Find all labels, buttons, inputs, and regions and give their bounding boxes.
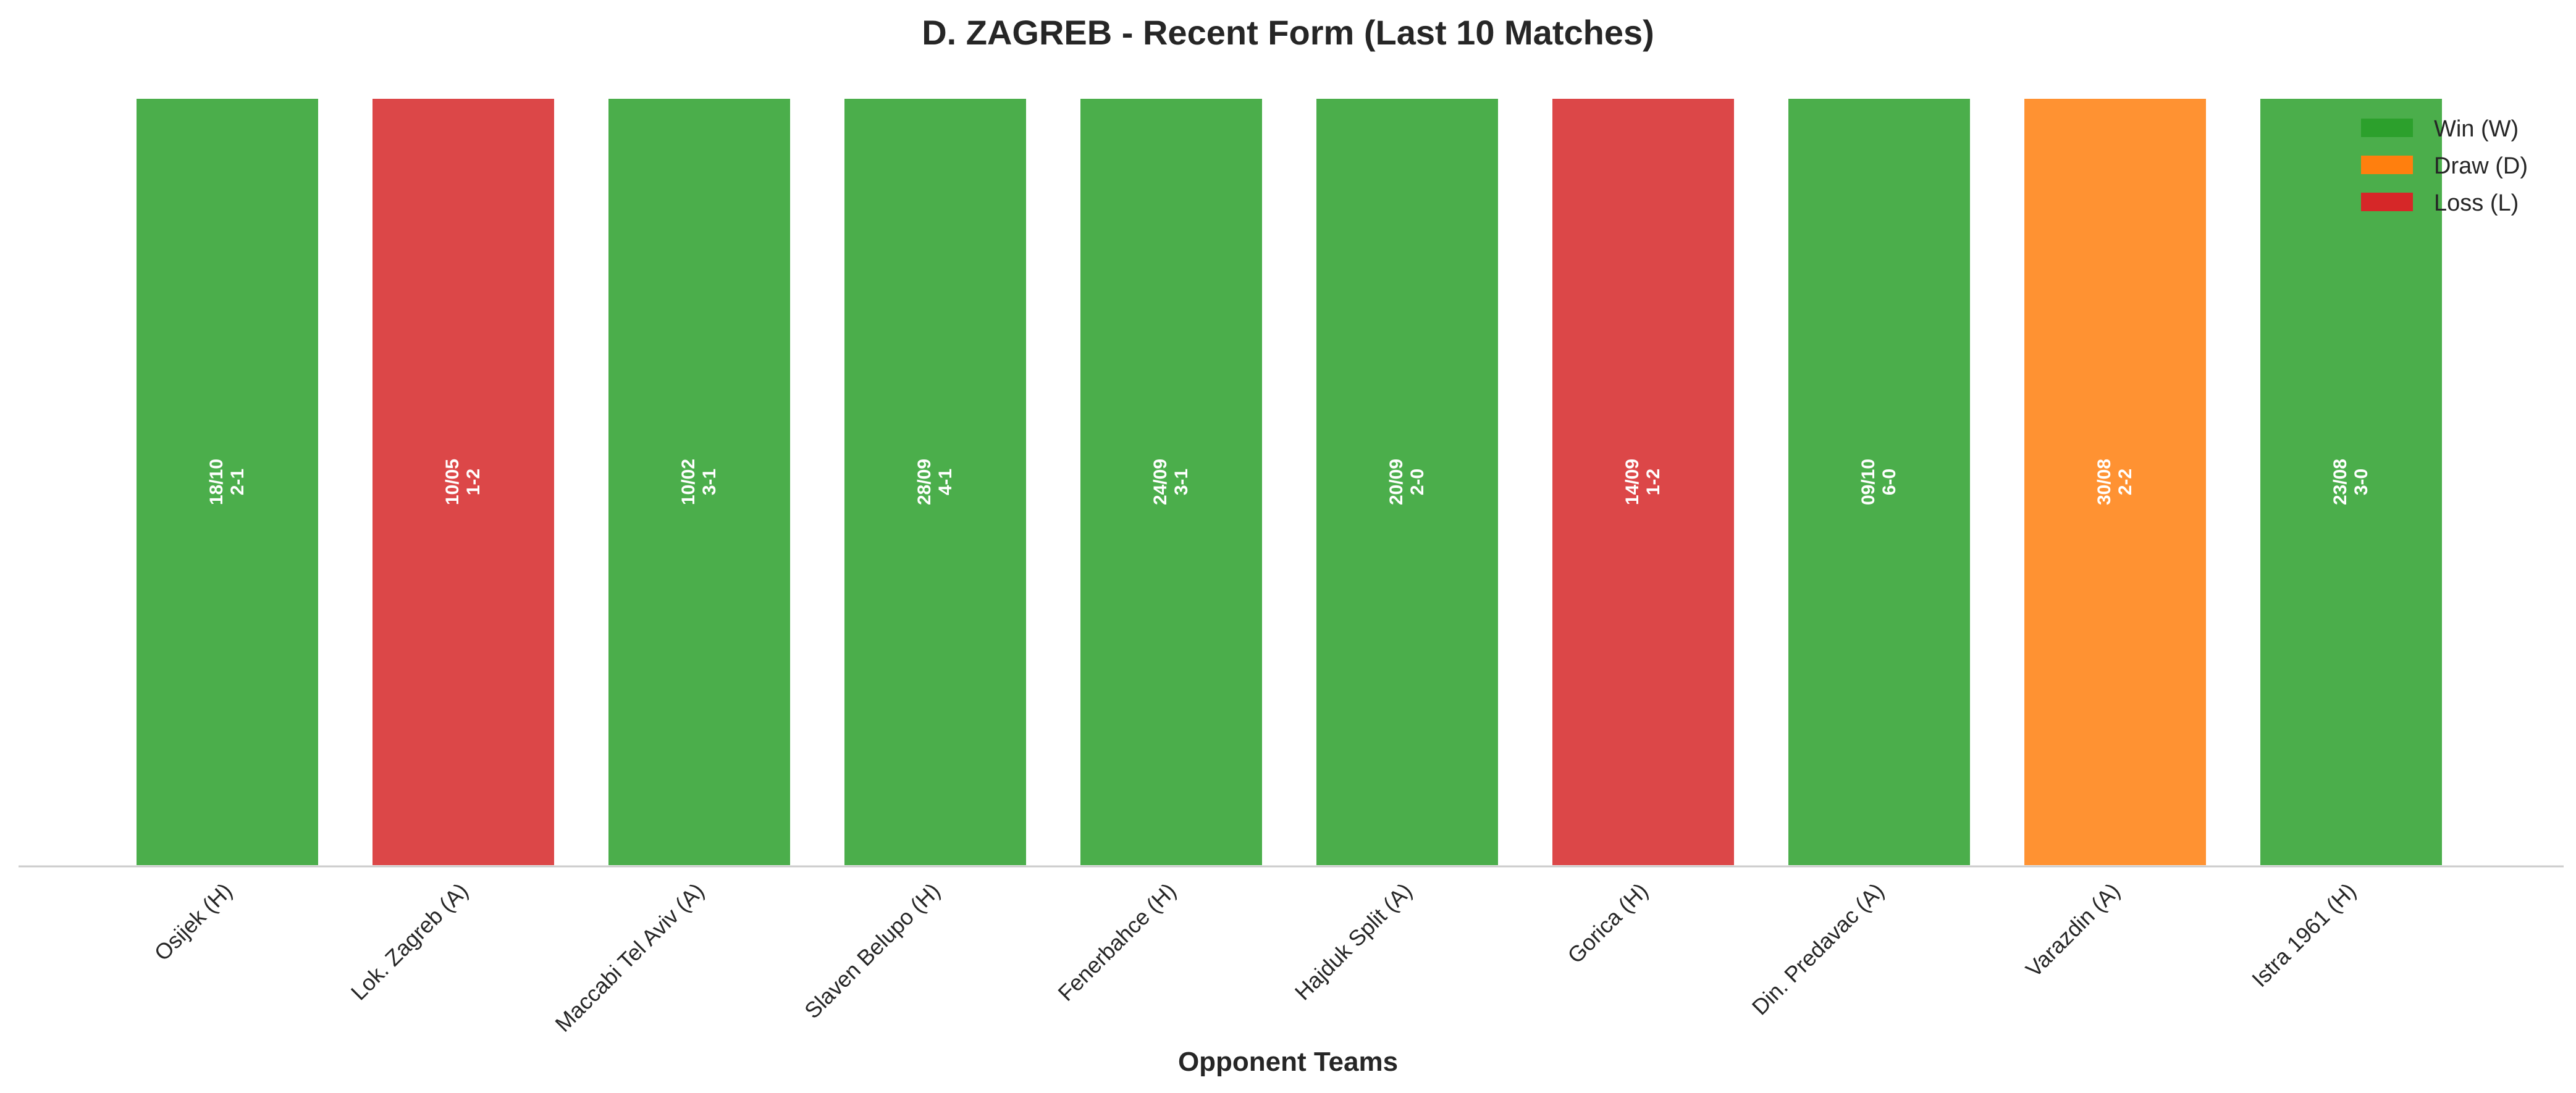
legend-label-l: Loss (L) — [2434, 190, 2519, 216]
bar-label-3: 10/023-1 — [678, 459, 720, 505]
bar-score-label: 3-0 — [2351, 469, 2372, 495]
bar-3 — [606, 96, 793, 868]
bars-group: 18/102-1 10/051-2 10/023-1 28/094-1 24/093-1… — [134, 96, 2444, 868]
bar-score-label: 2-0 — [1407, 469, 1428, 495]
legend-swatch-w — [2361, 119, 2413, 137]
x-axis-label: Opponent Teams — [1178, 1047, 1398, 1077]
bar-label-8: 09/106-0 — [1858, 459, 1900, 505]
bar-score-label: 2-2 — [2115, 469, 2136, 495]
x-tick-label-3: Maccabi Tel Aviv (A) — [550, 878, 709, 1037]
bar-score-label: 6-0 — [1879, 469, 1900, 495]
bar-8 — [1786, 96, 1972, 868]
bar-date-label: 14/09 — [1622, 459, 1643, 505]
bar-label-5: 24/093-1 — [1150, 459, 1192, 505]
x-tick-label-9: Varazdin (A) — [2021, 878, 2125, 982]
bar-label-9: 30/082-2 — [2094, 459, 2136, 505]
bar-label-10: 23/083-0 — [2330, 459, 2372, 505]
legend-swatch-l — [2361, 193, 2413, 211]
bar-date-label: 30/08 — [2094, 459, 2115, 505]
bar-score-label: 3-1 — [699, 469, 720, 495]
bar-score-label: 2-1 — [227, 469, 248, 495]
bar-label-4: 28/094-1 — [914, 459, 956, 505]
bar-6 — [1314, 96, 1501, 868]
x-tick-label-2: Lok. Zagreb (A) — [346, 878, 473, 1005]
bar-label-1: 18/102-1 — [206, 459, 248, 505]
x-tick-label-5: Fenerbahce (H) — [1053, 878, 1181, 1006]
legend-swatch-d — [2361, 156, 2413, 174]
bar-score-label: 1-2 — [463, 469, 484, 495]
x-tick-labels: Osijek (H) Lok. Zagreb (A) Maccabi Tel Avi… — [149, 878, 2361, 1037]
x-tick-label-6: Hajduk Split (A) — [1290, 878, 1417, 1005]
bar-7 — [1550, 96, 1736, 868]
legend-label-w: Win (W) — [2434, 116, 2519, 142]
x-tick-label-1: Osijek (H) — [149, 878, 237, 966]
legend-label-d: Draw (D) — [2434, 153, 2528, 179]
x-tick-label-10: Istra 1961 (H) — [2247, 878, 2361, 992]
bar-2 — [370, 96, 557, 868]
x-tick-label-4: Slaven Belupo (H) — [799, 878, 945, 1024]
x-tick-label-7: Gorica (H) — [1562, 878, 1652, 968]
bar-label-7: 14/091-2 — [1622, 459, 1664, 505]
bar-score-label: 3-1 — [1171, 469, 1192, 495]
bar-score-label: 1-2 — [1643, 469, 1664, 495]
bar-label-6: 20/092-0 — [1386, 459, 1428, 505]
bar-date-label: 10/02 — [678, 459, 699, 505]
bar-9 — [2022, 96, 2208, 868]
bar-date-label: 23/08 — [2330, 459, 2351, 505]
bar-date-label: 24/09 — [1150, 459, 1171, 505]
bar-date-label: 10/05 — [442, 459, 463, 505]
bar-date-label: 28/09 — [914, 459, 935, 505]
bar-4 — [842, 96, 1029, 868]
x-tick-label-8: Din. Predavac (A) — [1747, 878, 1889, 1020]
bar-date-label: 09/10 — [1858, 459, 1879, 505]
bar-date-label: 18/10 — [206, 459, 227, 505]
bar-1 — [134, 96, 321, 868]
bar-10 — [2258, 96, 2444, 868]
bar-5 — [1078, 96, 1265, 868]
bar-date-label: 20/09 — [1386, 459, 1407, 505]
chart-title: D. ZAGREB - Recent Form (Last 10 Matches… — [922, 13, 1654, 52]
legend: Win (W) Draw (D) Loss (L) — [2361, 116, 2528, 216]
bar-label-2: 10/051-2 — [442, 459, 484, 505]
bar-score-label: 4-1 — [935, 469, 956, 495]
